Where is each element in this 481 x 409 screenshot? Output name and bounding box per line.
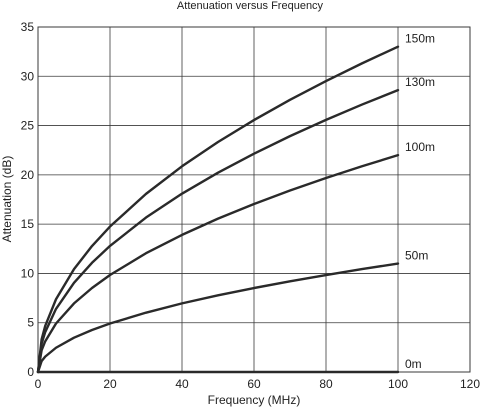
y-tick-label: 20 <box>21 168 35 182</box>
series-line-150m <box>36 45 400 374</box>
x-tick-label: 20 <box>103 377 117 391</box>
series-line-100m <box>36 153 400 374</box>
y-tick-label: 30 <box>21 69 35 83</box>
series-labels: 150m 130m 100m 50m 0m <box>405 32 435 371</box>
series-lines <box>36 45 400 374</box>
y-axis-ticks: 0 5 10 15 20 25 30 35 <box>21 20 35 379</box>
y-tick-label: 5 <box>27 316 34 330</box>
series-label-0m: 0m <box>405 357 422 371</box>
chart-title: Attenuation versus Frequency <box>177 0 324 12</box>
x-tick-label: 0 <box>35 377 42 391</box>
x-tick-label: 60 <box>247 377 261 391</box>
grid <box>37 26 471 373</box>
y-tick-label: 10 <box>21 266 35 280</box>
y-tick-label: 25 <box>21 119 35 133</box>
x-tick-label: 80 <box>319 377 333 391</box>
series-label-50m: 50m <box>405 249 428 263</box>
series-line-50m <box>36 262 400 374</box>
y-tick-label: 35 <box>21 20 35 34</box>
y-tick-label: 0 <box>27 365 34 379</box>
series-line-130m <box>36 88 400 374</box>
series-label-150m: 150m <box>405 32 435 46</box>
series-label-130m: 130m <box>405 75 435 89</box>
series-label-100m: 100m <box>405 140 435 154</box>
y-tick-label: 15 <box>21 217 35 231</box>
x-tick-label: 120 <box>460 377 480 391</box>
x-tick-label: 40 <box>175 377 189 391</box>
x-axis-ticks: 0 20 40 60 80 100 120 <box>35 377 481 391</box>
x-tick-label: 100 <box>388 377 408 391</box>
y-axis-label: Attenuation (dB) <box>0 156 14 243</box>
x-axis-label: Frequency (MHz) <box>208 393 301 407</box>
